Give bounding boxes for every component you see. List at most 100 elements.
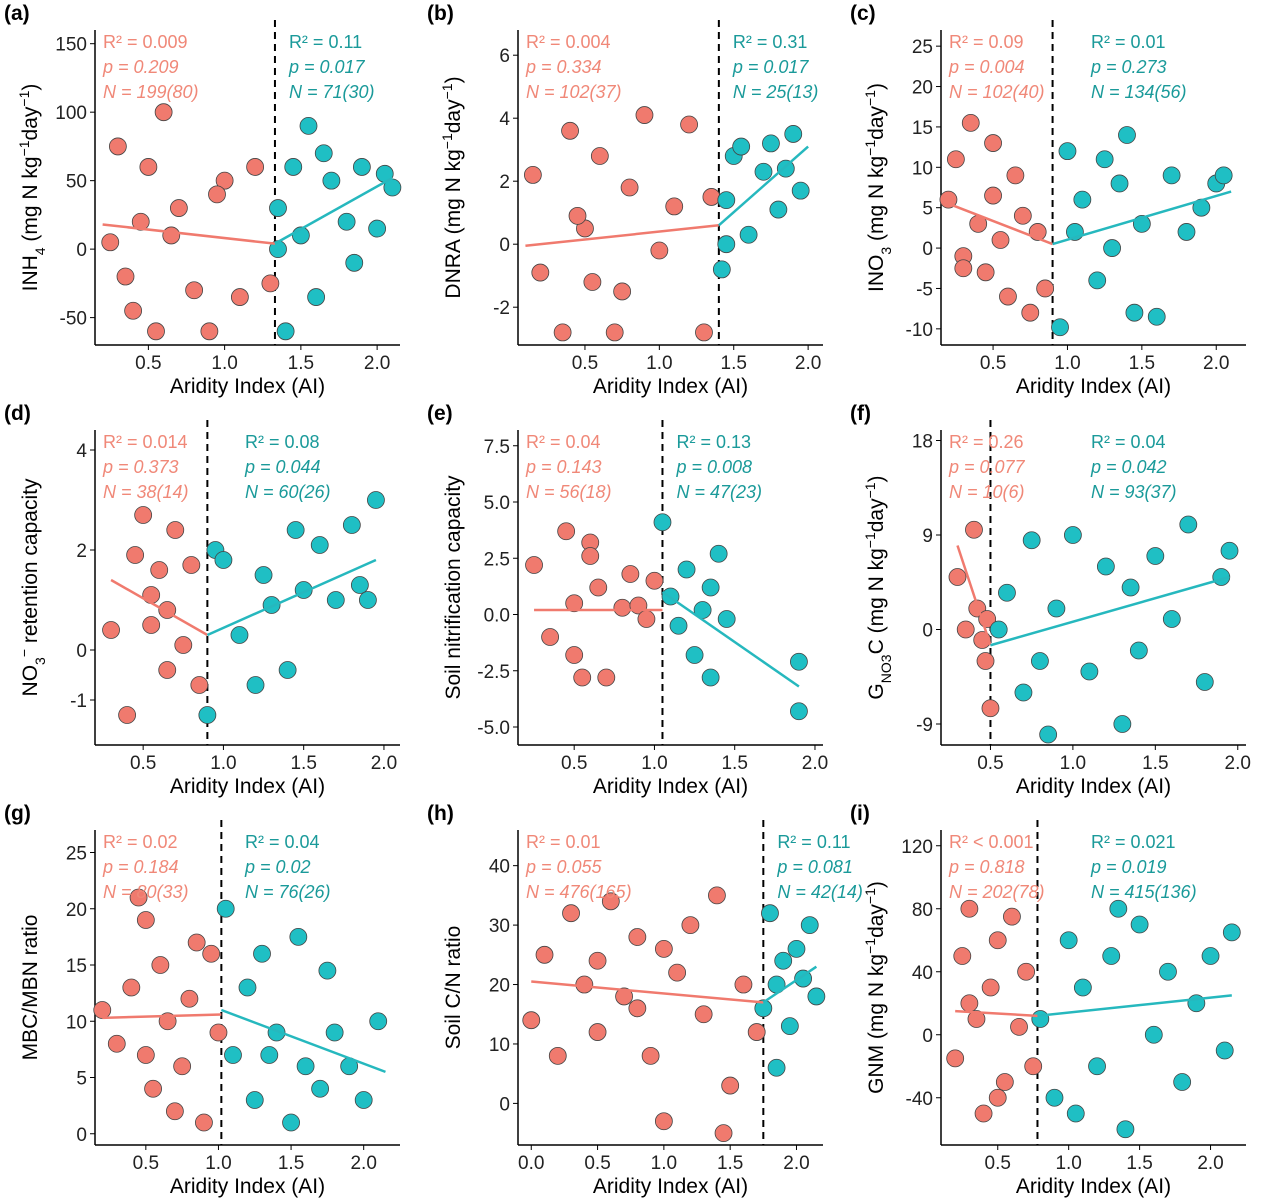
- point: [326, 591, 345, 609]
- y-axis-label-part: 3: [878, 247, 894, 255]
- point: [794, 969, 813, 988]
- point: [253, 944, 271, 963]
- fit-line: [110, 578, 208, 637]
- point: [369, 1012, 388, 1031]
- x-axis-label: Aridity Index (AI): [1016, 375, 1171, 398]
- panel-label: (b): [427, 2, 454, 25]
- point: [976, 652, 995, 670]
- point: [230, 288, 249, 306]
- point: [195, 1113, 213, 1132]
- point: [216, 899, 235, 918]
- point: [535, 945, 554, 964]
- point: [981, 978, 1000, 997]
- point: [680, 115, 698, 134]
- x-axis-label: Aridity Index (AI): [170, 1175, 325, 1198]
- point: [712, 260, 731, 279]
- point: [628, 999, 647, 1018]
- point: [166, 521, 185, 539]
- y-tick-label: -50: [60, 309, 87, 330]
- y-tick-label: 20: [912, 78, 933, 99]
- point: [108, 137, 127, 156]
- y-axis-label-part: −1: [862, 532, 878, 548]
- point: [260, 1046, 279, 1064]
- stat-text: p = 0.081: [776, 857, 853, 877]
- y-tick-label: 5: [922, 199, 933, 220]
- point: [807, 987, 826, 1006]
- stat-text: N = 102(40): [949, 82, 1045, 102]
- point: [174, 636, 193, 654]
- point: [790, 702, 808, 721]
- point: [522, 1011, 541, 1030]
- y-axis-label-part: G: [865, 683, 888, 699]
- y-tick-label: 20: [66, 900, 87, 921]
- point: [162, 226, 181, 245]
- point: [144, 1079, 162, 1098]
- point: [1036, 279, 1055, 298]
- y-tick-label: 100: [55, 103, 87, 124]
- point: [774, 951, 793, 970]
- point: [202, 944, 221, 963]
- stat-text: N = 76(26): [245, 882, 331, 902]
- y-tick-label: 15: [912, 118, 933, 139]
- point: [246, 676, 265, 694]
- stat-text: R² = 0.08: [245, 432, 320, 452]
- point: [635, 106, 654, 124]
- point: [1116, 1120, 1135, 1139]
- x-tick-label: 0.5: [980, 353, 1006, 374]
- point: [1013, 206, 1032, 225]
- y-axis-label-part: −1: [862, 90, 878, 106]
- point: [1103, 239, 1121, 257]
- panel: (b) -2 0 2 4 6 0.5 1.0 1.5 2.0 Aridity Index (AI) D…: [427, 2, 823, 398]
- x-tick-label: 1.0: [1055, 1153, 1081, 1174]
- y-axis-label: Soil nitrification capacity: [442, 475, 465, 700]
- panel: (a) -50 0 50 100 150 0.5 1.0 1.5 2.0 Aridity Index…: [4, 2, 402, 398]
- y-axis-label-part: DNRA (mg N kg: [442, 149, 465, 298]
- point: [116, 267, 135, 286]
- point: [154, 103, 173, 122]
- point: [310, 536, 329, 554]
- point: [101, 233, 120, 252]
- point: [588, 951, 607, 970]
- point: [1095, 150, 1114, 169]
- point: [1096, 557, 1115, 576]
- point: [1201, 947, 1220, 965]
- point: [224, 1046, 242, 1064]
- point: [107, 1034, 126, 1053]
- y-tick-label: 18: [912, 432, 933, 453]
- x-tick-label: 1.5: [1129, 353, 1155, 374]
- point: [286, 521, 305, 539]
- point: [984, 186, 1002, 205]
- point: [717, 191, 736, 210]
- y-tick-label: 40: [912, 963, 933, 984]
- point: [352, 158, 371, 176]
- stat-text: R² = 0.021: [1091, 832, 1176, 852]
- point: [1113, 715, 1132, 733]
- point: [158, 661, 177, 679]
- x-tick-label: 2.0: [1197, 1153, 1223, 1174]
- panel: (g) 0 5 10 15 20 25 0.5 1.0 1.5 2.0 Aridity Index (…: [4, 802, 400, 1198]
- x-tick-label: 2.0: [1225, 753, 1251, 774]
- y-axis-label-part: −1: [862, 482, 878, 498]
- stat-text: N = 199(80): [103, 82, 199, 102]
- point: [1073, 978, 1092, 997]
- stat-text: p = 0.273: [1090, 57, 1167, 77]
- y-axis-label-part: INH: [19, 255, 42, 291]
- x-tick-label: 0.5: [985, 1153, 1011, 1174]
- point: [641, 1046, 660, 1065]
- y-tick-label: 0: [499, 1094, 510, 1115]
- point: [613, 282, 632, 301]
- x-tick-label: 1.5: [278, 1153, 304, 1174]
- stat-text: p = 0.143: [525, 457, 602, 477]
- y-tick-label: 25: [66, 844, 87, 865]
- point: [694, 1005, 713, 1024]
- point: [557, 522, 576, 541]
- y-axis-label-part: retention capacity: [19, 478, 42, 649]
- x-tick-label: 0.0: [518, 1153, 544, 1174]
- y-tick-label: 0: [76, 1125, 87, 1146]
- point: [169, 199, 188, 217]
- point: [209, 1023, 228, 1042]
- x-axis-label: Aridity Index (AI): [170, 375, 325, 398]
- point: [568, 206, 587, 225]
- point: [1010, 1017, 1028, 1036]
- point: [597, 668, 616, 687]
